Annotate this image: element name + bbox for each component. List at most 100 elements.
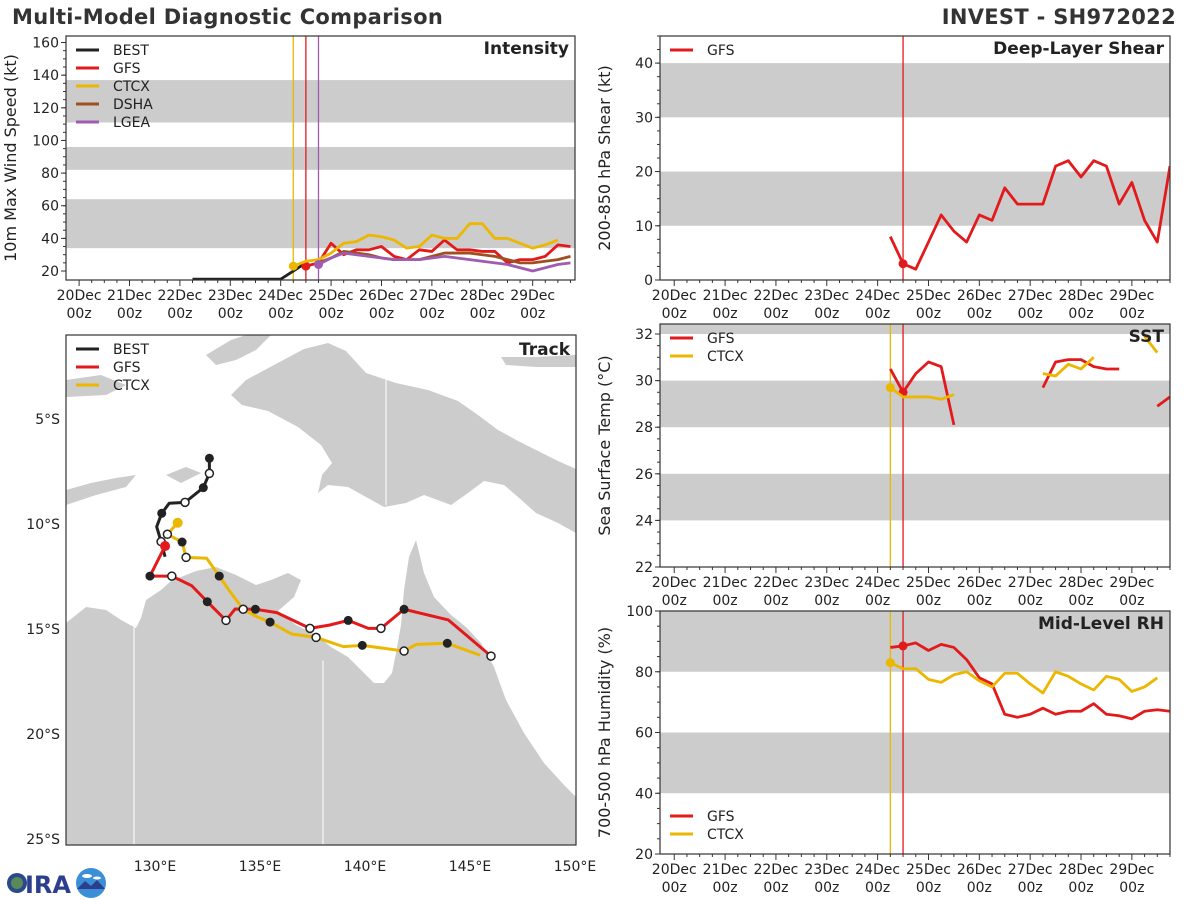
track-marker-ctcx (162, 529, 173, 540)
x-tick-label: 26Dec (359, 288, 404, 304)
x-tick-label: 23Dec (804, 862, 849, 878)
x-tick-label: 22Dec (753, 862, 798, 878)
x-tick-label: 22Dec (753, 575, 798, 591)
legend-label: GFS (707, 331, 735, 347)
shaded-band (660, 380, 1170, 428)
track-line-gfs (148, 545, 492, 658)
track-marker-best (204, 468, 215, 479)
series-line-gfs (890, 641, 1170, 721)
init-marker-lgea (313, 259, 323, 269)
track-marker-gfs (376, 623, 386, 634)
lat-tick-label: 25°S (26, 832, 60, 848)
x-tick-label: 26Dec (957, 575, 1002, 591)
x-tick-sublabel: 00z (1068, 880, 1093, 896)
track-marker-gfs (250, 604, 260, 614)
shear-panel: 0 10 20 30 40 20Dec 00z 21Dec 00z 22Dec 00z 23Dec 00… (595, 35, 1171, 322)
track-marker-gfs (160, 541, 171, 552)
track-marker-ctcx (172, 517, 183, 528)
x-tick-label: 20Dec (57, 288, 102, 304)
x-tick-label: 27Dec (1008, 288, 1053, 304)
x-tick-label: 25Dec (906, 575, 951, 591)
x-tick-label: 21Dec (703, 575, 748, 591)
track-marker-ctcx (238, 604, 248, 615)
x-tick-sublabel: 00z (916, 593, 941, 609)
legend-label: GFS (707, 43, 735, 59)
x-tick-sublabel: 00z (218, 306, 243, 322)
legend-label: CTCX (113, 378, 150, 394)
x-tick-sublabel: 00z (268, 306, 293, 322)
series-group (885, 324, 1170, 567)
legend-label: CTCX (707, 349, 744, 365)
y-tick-label: 24 (635, 513, 653, 529)
rh-panel: 20 40 60 80 100 20Dec 00z 21Dec 00z 22Dec 00z 23Dec… (595, 604, 1171, 896)
x-tick-label: 25Dec (309, 288, 354, 304)
init-marker-gfs (898, 641, 908, 651)
panel-title: Mid-Level RH (1038, 614, 1164, 634)
shaded-band (660, 473, 1170, 521)
map-layer (66, 335, 576, 845)
series-line-gfs (1156, 395, 1170, 408)
panel-title: Intensity (484, 39, 569, 59)
y-tick-label: 60 (41, 199, 59, 215)
lon-tick-label: 140°E (344, 859, 387, 875)
series-group (889, 36, 1170, 280)
x-tick-label: 23Dec (208, 288, 253, 304)
x-tick-label: 27Dec (1008, 862, 1053, 878)
shaded-band (66, 199, 575, 249)
x-tick-sublabel: 00z (763, 880, 788, 896)
legend-label: GFS (113, 61, 141, 77)
y-tick-label: 40 (635, 56, 653, 72)
x-tick-sublabel: 00z (712, 593, 737, 609)
x-tick-sublabel: 00z (1068, 593, 1093, 609)
y-tick-label: 160 (32, 36, 59, 52)
x-tick-sublabel: 00z (763, 593, 788, 609)
shaded-band (660, 63, 1170, 118)
panel-title: Track (519, 340, 571, 360)
shaded-band (660, 171, 1170, 226)
y-tick-label: 100 (626, 604, 653, 620)
lon-tick-label: 135°E (239, 859, 282, 875)
track-marker-best (204, 453, 214, 463)
x-tick-label: 29Dec (1109, 288, 1154, 304)
x-tick-sublabel: 00z (520, 306, 545, 322)
x-tick-label: 29Dec (510, 288, 555, 304)
x-tick-label: 21Dec (703, 862, 748, 878)
series-line-ctcx (1042, 356, 1095, 378)
shaded-band (660, 324, 1170, 335)
x-tick-label: 23Dec (804, 288, 849, 304)
track-marker-ctcx (177, 537, 187, 547)
land-timor (66, 475, 136, 505)
y-tick-label: 40 (635, 786, 653, 802)
series-group (885, 611, 1170, 854)
legend-label: GFS (707, 809, 735, 825)
track-panel: Track 130°E 135°E 140°E 145°E 150°E 5°S 10°S 15°… (26, 334, 596, 875)
plot-frame (65, 334, 577, 846)
x-tick-label: 20Dec (652, 862, 697, 878)
y-tick-label: 26 (635, 467, 653, 483)
x-tick-label: 22Dec (157, 288, 202, 304)
track-marker-best (180, 497, 190, 508)
x-tick-label: 27Dec (1008, 575, 1053, 591)
track-marker-ctcx (442, 638, 452, 648)
shaded-band (66, 146, 575, 170)
storm-id: INVEST - SH972022 (941, 5, 1176, 29)
lat-tick-label: 15°S (26, 622, 60, 638)
x-tick-sublabel: 00z (916, 306, 941, 322)
series-line-gfs (889, 159, 1170, 271)
series-line-gfs (1041, 358, 1120, 389)
y-axis-label: 200-850 hPa Shear (kt) (595, 65, 614, 251)
x-tick-label: 28Dec (460, 288, 505, 304)
x-tick-label: 21Dec (107, 288, 152, 304)
x-tick-sublabel: 00z (369, 306, 394, 322)
x-tick-sublabel: 00z (662, 880, 687, 896)
track-marker-gfs (343, 615, 353, 625)
x-tick-sublabel: 00z (1018, 880, 1043, 896)
series-line-ctcx (292, 222, 559, 268)
shaded-band (660, 732, 1170, 794)
track-marker-gfs (167, 571, 177, 581)
x-tick-label: 24Dec (855, 862, 900, 878)
y-tick-label: 40 (41, 231, 59, 247)
track-marker-gfs (145, 571, 155, 581)
x-tick-sublabel: 00z (814, 306, 839, 322)
